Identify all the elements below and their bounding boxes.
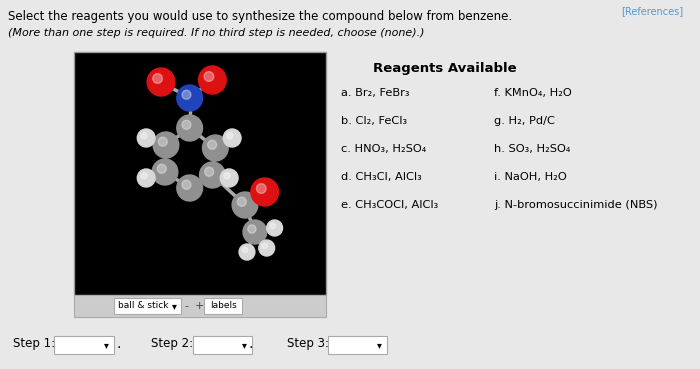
Circle shape bbox=[182, 120, 191, 129]
Text: .: . bbox=[249, 337, 253, 351]
Circle shape bbox=[137, 169, 155, 187]
Text: Select the reagents you would use to synthesize the compound below from benzene.: Select the reagents you would use to syn… bbox=[8, 10, 512, 23]
Circle shape bbox=[204, 72, 214, 82]
Circle shape bbox=[220, 169, 238, 187]
Text: h. SO₃, H₂SO₄: h. SO₃, H₂SO₄ bbox=[494, 144, 570, 154]
Circle shape bbox=[177, 175, 202, 201]
Text: [References]: [References] bbox=[622, 6, 684, 16]
Bar bbox=[328, 336, 387, 354]
Circle shape bbox=[242, 247, 248, 253]
Text: Step 2:: Step 2: bbox=[151, 338, 194, 351]
Text: ▾: ▾ bbox=[242, 340, 247, 350]
Circle shape bbox=[208, 140, 216, 149]
Circle shape bbox=[153, 132, 178, 158]
Circle shape bbox=[141, 173, 147, 179]
Circle shape bbox=[153, 73, 162, 83]
Text: +: + bbox=[195, 301, 204, 311]
Text: b. Cl₂, FeCl₃: b. Cl₂, FeCl₃ bbox=[341, 116, 407, 126]
Text: Step 3:: Step 3: bbox=[287, 338, 329, 351]
Circle shape bbox=[199, 162, 225, 188]
Circle shape bbox=[177, 85, 202, 111]
Text: e. CH₃COCl, AlCl₃: e. CH₃COCl, AlCl₃ bbox=[341, 200, 438, 210]
Circle shape bbox=[259, 240, 274, 256]
Text: d. CH₃Cl, AlCl₃: d. CH₃Cl, AlCl₃ bbox=[341, 172, 421, 182]
Text: ▾: ▾ bbox=[172, 301, 177, 311]
Bar bbox=[74, 295, 326, 317]
Circle shape bbox=[256, 184, 266, 193]
Circle shape bbox=[177, 115, 202, 141]
Circle shape bbox=[147, 68, 175, 96]
Text: ball & stick: ball & stick bbox=[118, 301, 168, 310]
Circle shape bbox=[199, 66, 226, 94]
Circle shape bbox=[182, 90, 191, 99]
Text: g. H₂, Pd/C: g. H₂, Pd/C bbox=[494, 116, 555, 126]
Text: ▾: ▾ bbox=[377, 340, 382, 350]
Text: f. KMnO₄, H₂O: f. KMnO₄, H₂O bbox=[494, 88, 572, 98]
Circle shape bbox=[248, 225, 256, 233]
Text: ▾: ▾ bbox=[104, 340, 108, 350]
Text: (More than one step is required. If no third step is needed, choose (none).): (More than one step is required. If no t… bbox=[8, 28, 424, 38]
Circle shape bbox=[262, 243, 267, 249]
Circle shape bbox=[141, 132, 147, 139]
Circle shape bbox=[202, 135, 228, 161]
Circle shape bbox=[270, 223, 275, 229]
Circle shape bbox=[223, 129, 241, 147]
Text: .: . bbox=[117, 337, 121, 351]
Text: -: - bbox=[185, 301, 189, 311]
Circle shape bbox=[251, 178, 279, 206]
Circle shape bbox=[158, 164, 167, 173]
Bar bbox=[204, 298, 242, 314]
Circle shape bbox=[224, 173, 230, 179]
Circle shape bbox=[232, 192, 258, 218]
Bar bbox=[113, 298, 181, 314]
Circle shape bbox=[243, 220, 267, 244]
Text: i. NaOH, H₂O: i. NaOH, H₂O bbox=[494, 172, 567, 182]
Circle shape bbox=[267, 220, 283, 236]
Circle shape bbox=[239, 244, 255, 260]
Circle shape bbox=[152, 159, 178, 185]
Text: Reagents Available: Reagents Available bbox=[372, 62, 517, 75]
Bar bbox=[55, 336, 113, 354]
Text: labels: labels bbox=[210, 301, 237, 310]
Text: j. N-bromosuccinimide (NBS): j. N-bromosuccinimide (NBS) bbox=[494, 200, 657, 210]
Text: c. HNO₃, H₂SO₄: c. HNO₃, H₂SO₄ bbox=[341, 144, 426, 154]
Circle shape bbox=[237, 197, 246, 206]
Bar bbox=[193, 336, 252, 354]
Circle shape bbox=[158, 137, 167, 146]
Circle shape bbox=[227, 132, 233, 139]
Circle shape bbox=[182, 180, 191, 189]
Text: a. Br₂, FeBr₃: a. Br₂, FeBr₃ bbox=[341, 88, 409, 98]
Text: Step 1:: Step 1: bbox=[13, 338, 55, 351]
Circle shape bbox=[137, 129, 155, 147]
Circle shape bbox=[204, 167, 214, 176]
Bar bbox=[74, 52, 326, 295]
